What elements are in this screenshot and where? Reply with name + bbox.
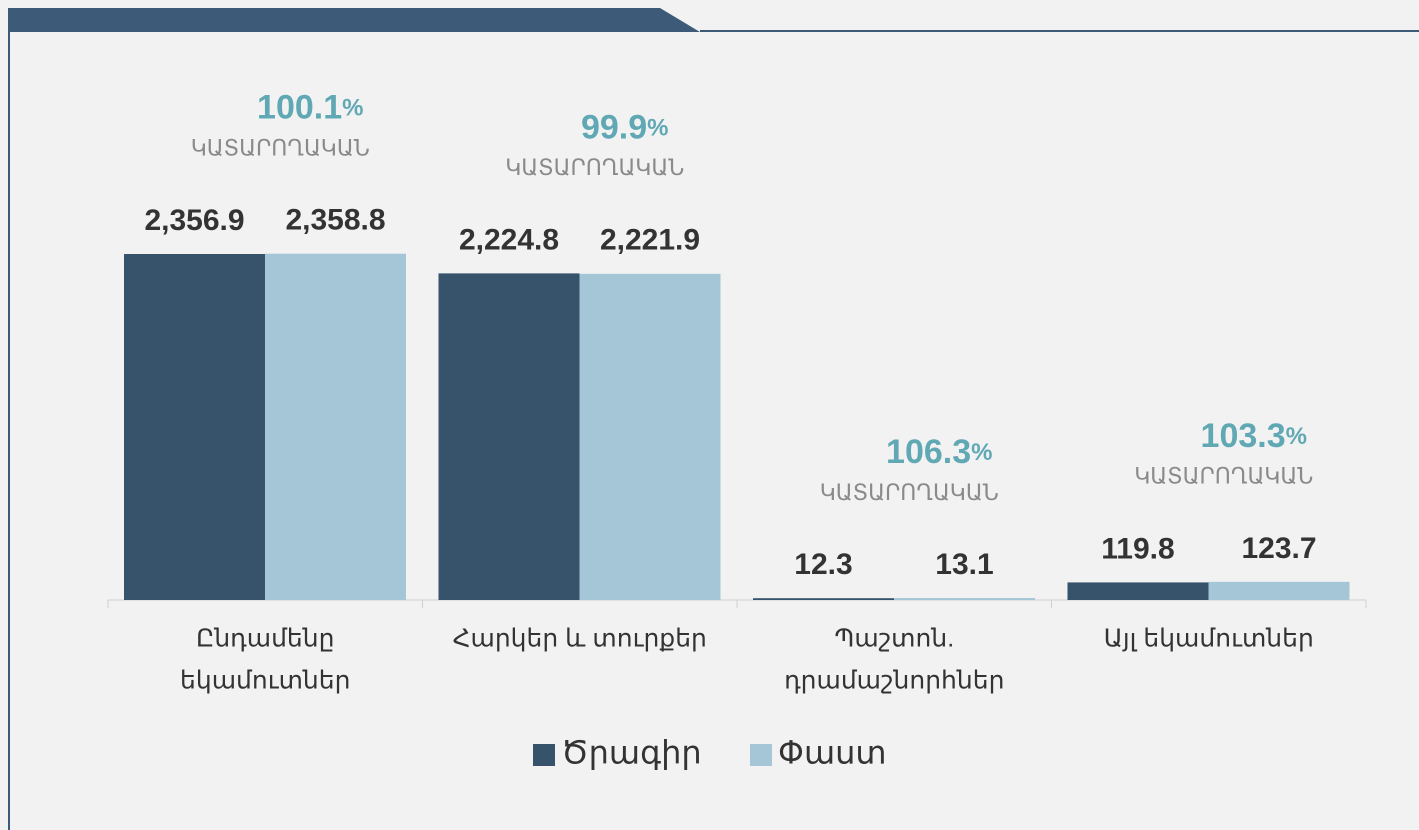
value-label: 2,224.8	[459, 223, 559, 256]
value-label: 2,221.9	[600, 224, 700, 257]
legend-label: Փաստ	[778, 734, 887, 770]
bar	[1208, 581, 1350, 600]
header-bar	[8, 8, 700, 32]
x-tick-label: եկամուտներ	[180, 667, 350, 695]
annotation-value: 103.3%	[1201, 417, 1307, 455]
annotation-value: 100.1%	[257, 89, 363, 127]
annotation-caption: ԿԱՏԱՐՈՂԱԿԱՆ	[505, 155, 684, 180]
legend-swatch	[533, 744, 555, 766]
value-label: 123.7	[1241, 532, 1316, 565]
value-label: 2,356.9	[144, 204, 244, 237]
annotation-unit: %	[342, 95, 363, 122]
annotation-unit: %	[647, 115, 668, 142]
value-label: 13.1	[935, 548, 993, 581]
value-label: 2,358.8	[285, 204, 385, 237]
annotation-caption: ԿԱՏԱՐՈՂԱԿԱՆ	[820, 480, 999, 505]
annotation-value: 106.3%	[886, 433, 992, 471]
annotation-number: 99.9	[581, 108, 647, 146]
x-tick-label: Հարկեր և տուրքեր	[453, 625, 707, 653]
bar	[265, 253, 406, 601]
value-label: 119.8	[1101, 532, 1174, 565]
legend-swatch	[750, 744, 772, 766]
annotation-number: 106.3	[886, 433, 971, 471]
annotation-number: 100.1	[257, 89, 342, 127]
bar	[579, 273, 721, 600]
x-tick-label: Այլ եկամուտներ	[1104, 625, 1314, 653]
annotation-number: 103.3	[1201, 417, 1286, 455]
annotation-caption: ԿԱՏԱՐՈՂԱԿԱՆ	[1134, 464, 1313, 489]
x-tick-label: Պաշտոն.	[834, 625, 954, 653]
legend-label: Ծրագիր	[561, 734, 702, 770]
annotation-value: 99.9%	[581, 108, 669, 146]
annotation-unit: %	[971, 439, 992, 466]
value-label: 12.3	[794, 548, 852, 581]
bar	[894, 598, 1035, 600]
bar	[1067, 582, 1209, 600]
annotation-caption: ԿԱՏԱՐՈՂԱԿԱՆ	[191, 136, 370, 161]
bar	[753, 598, 894, 600]
bar	[438, 273, 580, 600]
annotation-unit: %	[1286, 423, 1307, 450]
x-tick-label: Ընդամենը	[196, 625, 334, 653]
x-tick-label: դրամաշնորհներ	[784, 667, 1004, 695]
bar	[124, 254, 265, 600]
